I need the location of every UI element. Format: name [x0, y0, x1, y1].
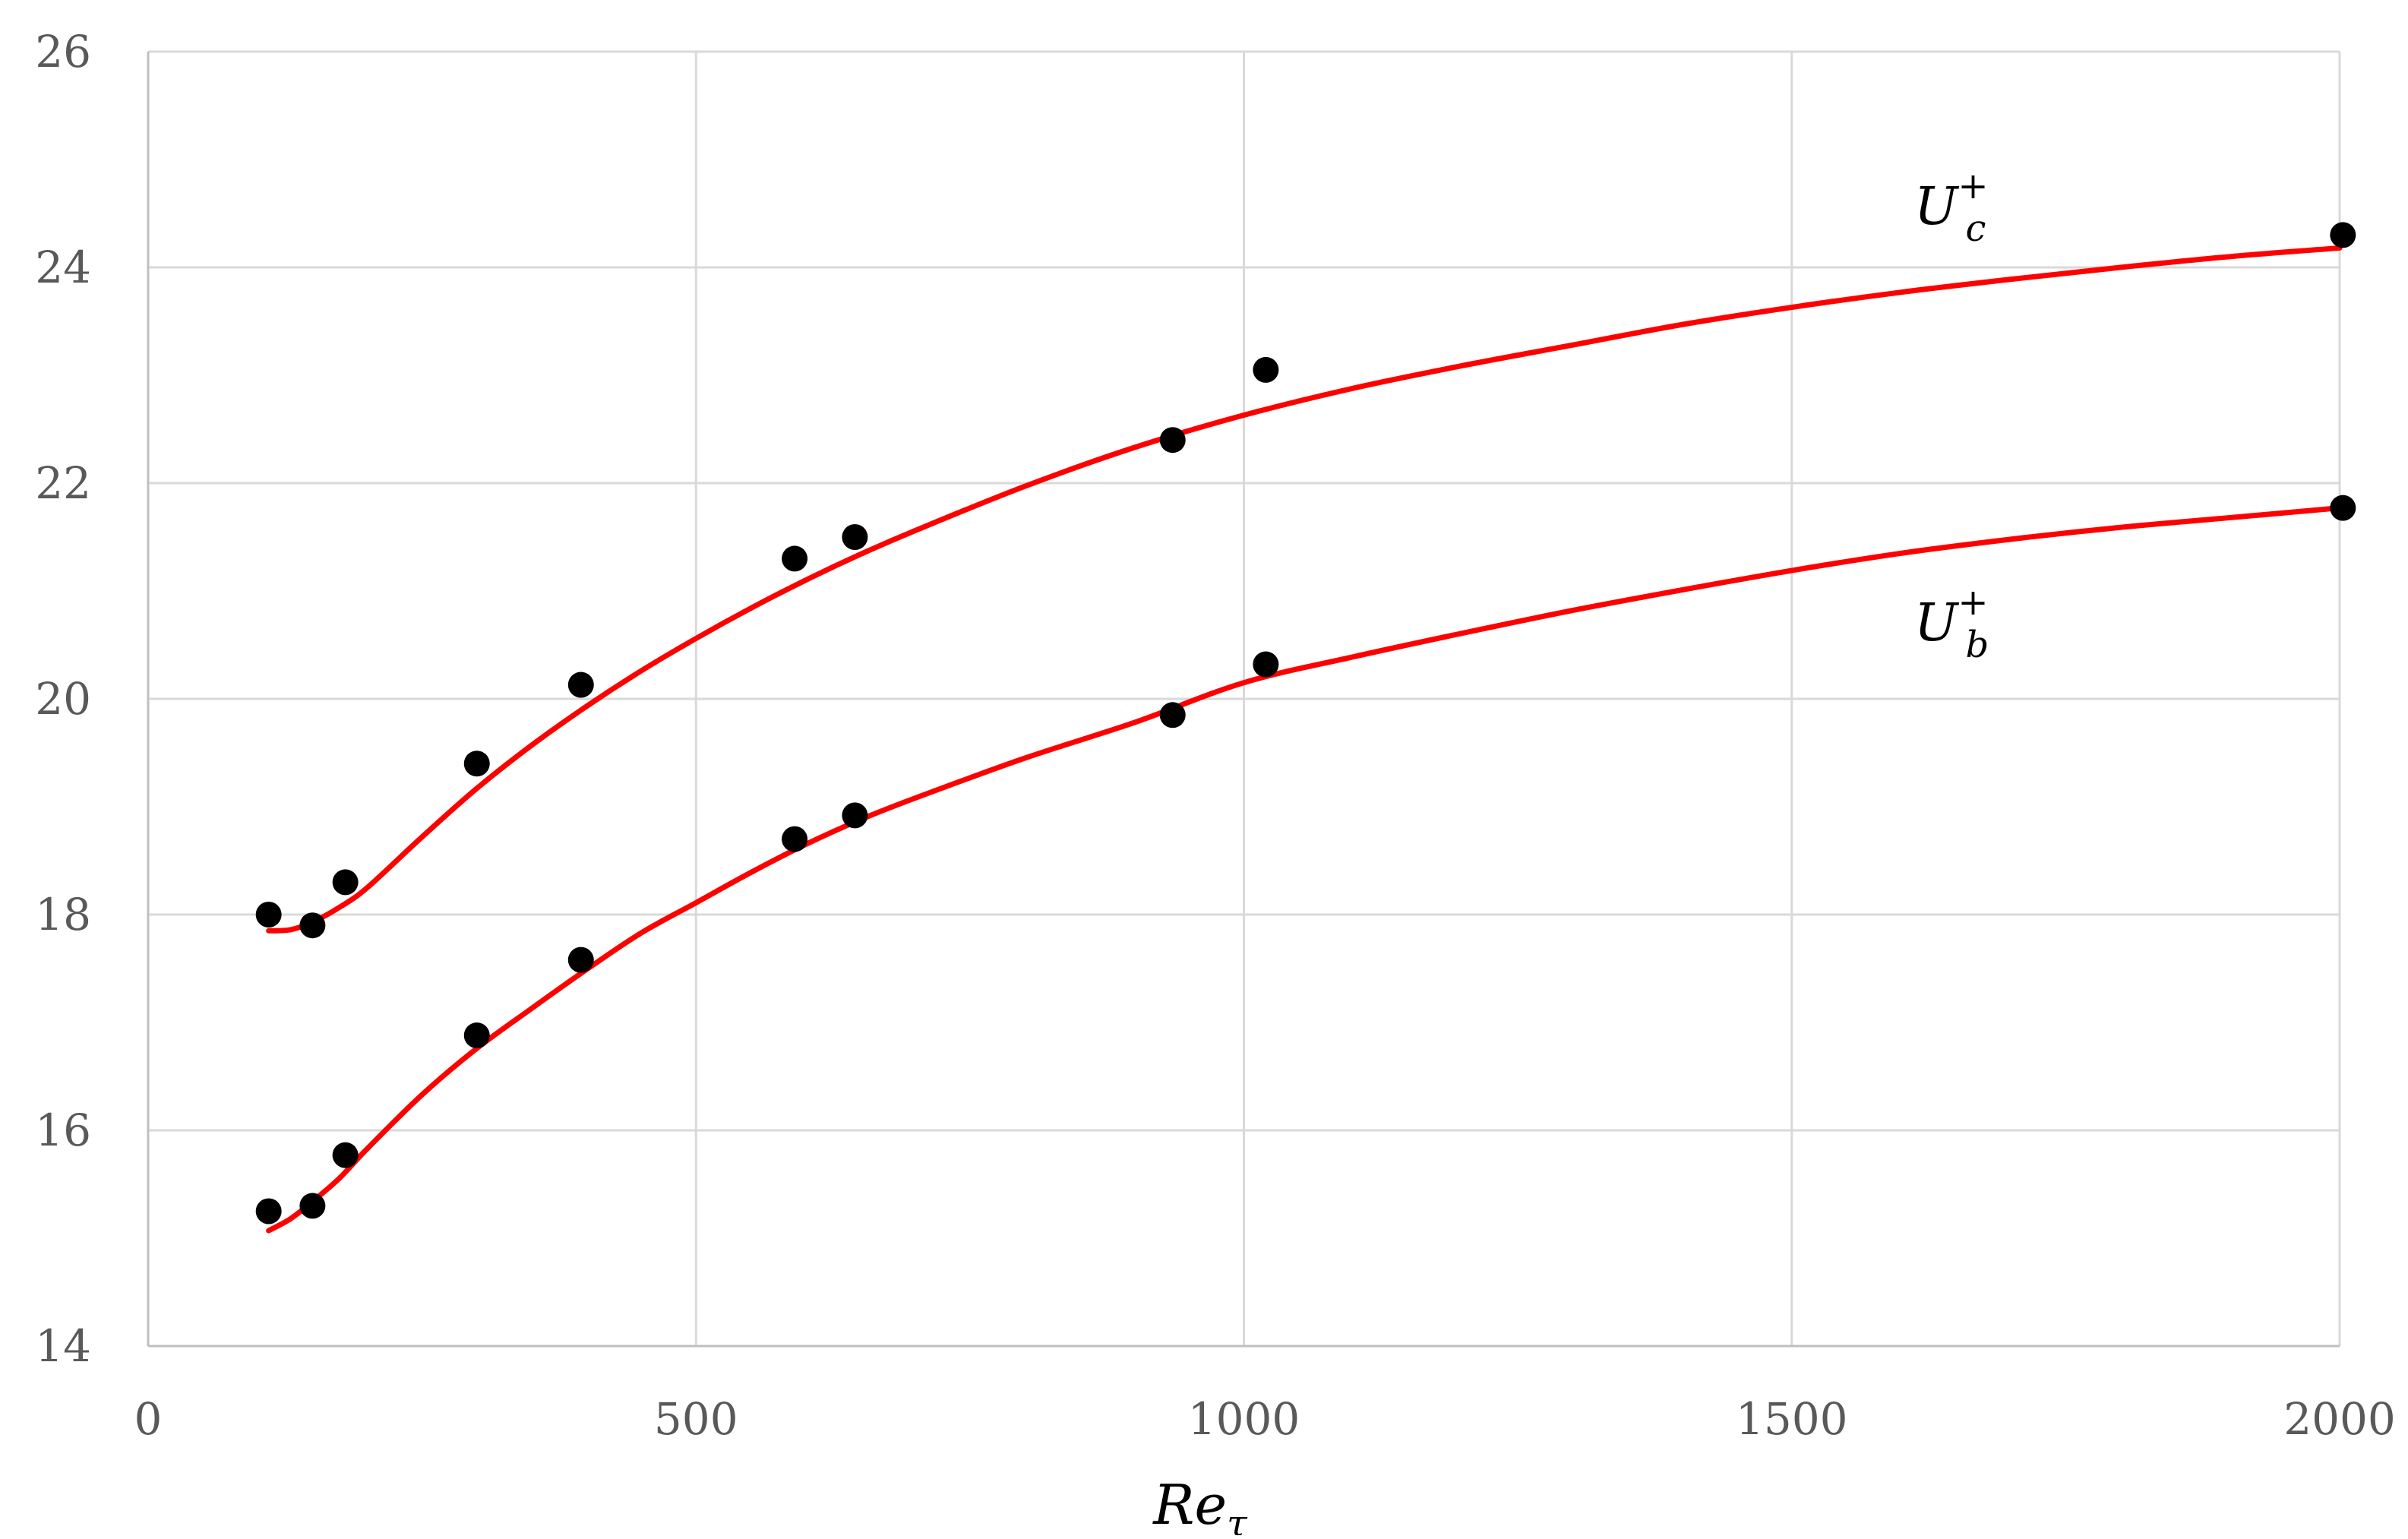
fit-line-b	[266, 505, 2343, 1234]
series-label-main: U	[1914, 593, 1960, 653]
data-point-b	[463, 1022, 490, 1049]
data-point-c	[332, 869, 359, 896]
series-label-subscript: c	[1966, 207, 1986, 250]
data-point-c	[1159, 427, 1186, 453]
series-label-layer: U+ cU+ b	[1914, 165, 1989, 666]
data-point-b	[567, 946, 594, 973]
data-point-c	[782, 545, 808, 572]
data-point-layer	[255, 222, 2356, 1225]
x-axis-title-main: Re	[1152, 1473, 1227, 1535]
y-tick-label: 16	[35, 1104, 91, 1156]
data-point-b	[255, 1198, 282, 1225]
y-tick-label: 22	[35, 457, 91, 509]
y-tick-label: 18	[35, 889, 91, 940]
y-tick-label: 14	[35, 1320, 91, 1372]
data-point-b	[782, 826, 808, 852]
x-axis-title-subscript: τ	[1227, 1503, 1248, 1535]
series-label-superscript: +	[1958, 165, 1988, 207]
y-tick-label: 24	[35, 242, 91, 293]
data-point-b	[2330, 495, 2356, 521]
data-point-b	[299, 1193, 326, 1219]
x-tick-label: 500	[654, 1393, 738, 1445]
x-axis-title: Reτ	[1152, 1473, 1248, 1535]
series-label-b: U+ b	[1914, 581, 1989, 666]
x-tick-label: 0	[134, 1393, 163, 1445]
x-tick-label: 1500	[1736, 1393, 1848, 1445]
series-label-subscript: b	[1966, 624, 1989, 666]
data-point-c	[567, 672, 594, 698]
fit-line-c	[266, 245, 2343, 934]
y-tick-label: 20	[35, 673, 91, 725]
tick-label-layer: 14 16 18 20 22 24 26 0 500 1000 1500 2000	[35, 26, 2396, 1445]
y-tick-label: 26	[35, 26, 91, 77]
data-point-c	[463, 751, 490, 777]
fit-line-layer	[266, 245, 2343, 1234]
data-point-c	[1253, 356, 1279, 383]
series-label-c: U+ c	[1914, 165, 1989, 250]
data-point-c	[299, 912, 326, 939]
x-tick-label: 2000	[2283, 1393, 2396, 1445]
axis-layer	[147, 52, 2340, 1348]
grid-layer	[148, 50, 2341, 1346]
series-label-main: U	[1914, 177, 1960, 237]
x-tick-label: 1000	[1188, 1393, 1300, 1445]
data-point-b	[332, 1142, 359, 1168]
data-point-c	[2330, 222, 2356, 248]
data-point-b	[1159, 702, 1186, 728]
series-label-superscript: +	[1958, 581, 1988, 624]
data-point-b	[1253, 651, 1279, 678]
data-point-c	[842, 524, 868, 550]
data-point-b	[842, 802, 868, 829]
data-point-c	[255, 902, 282, 928]
